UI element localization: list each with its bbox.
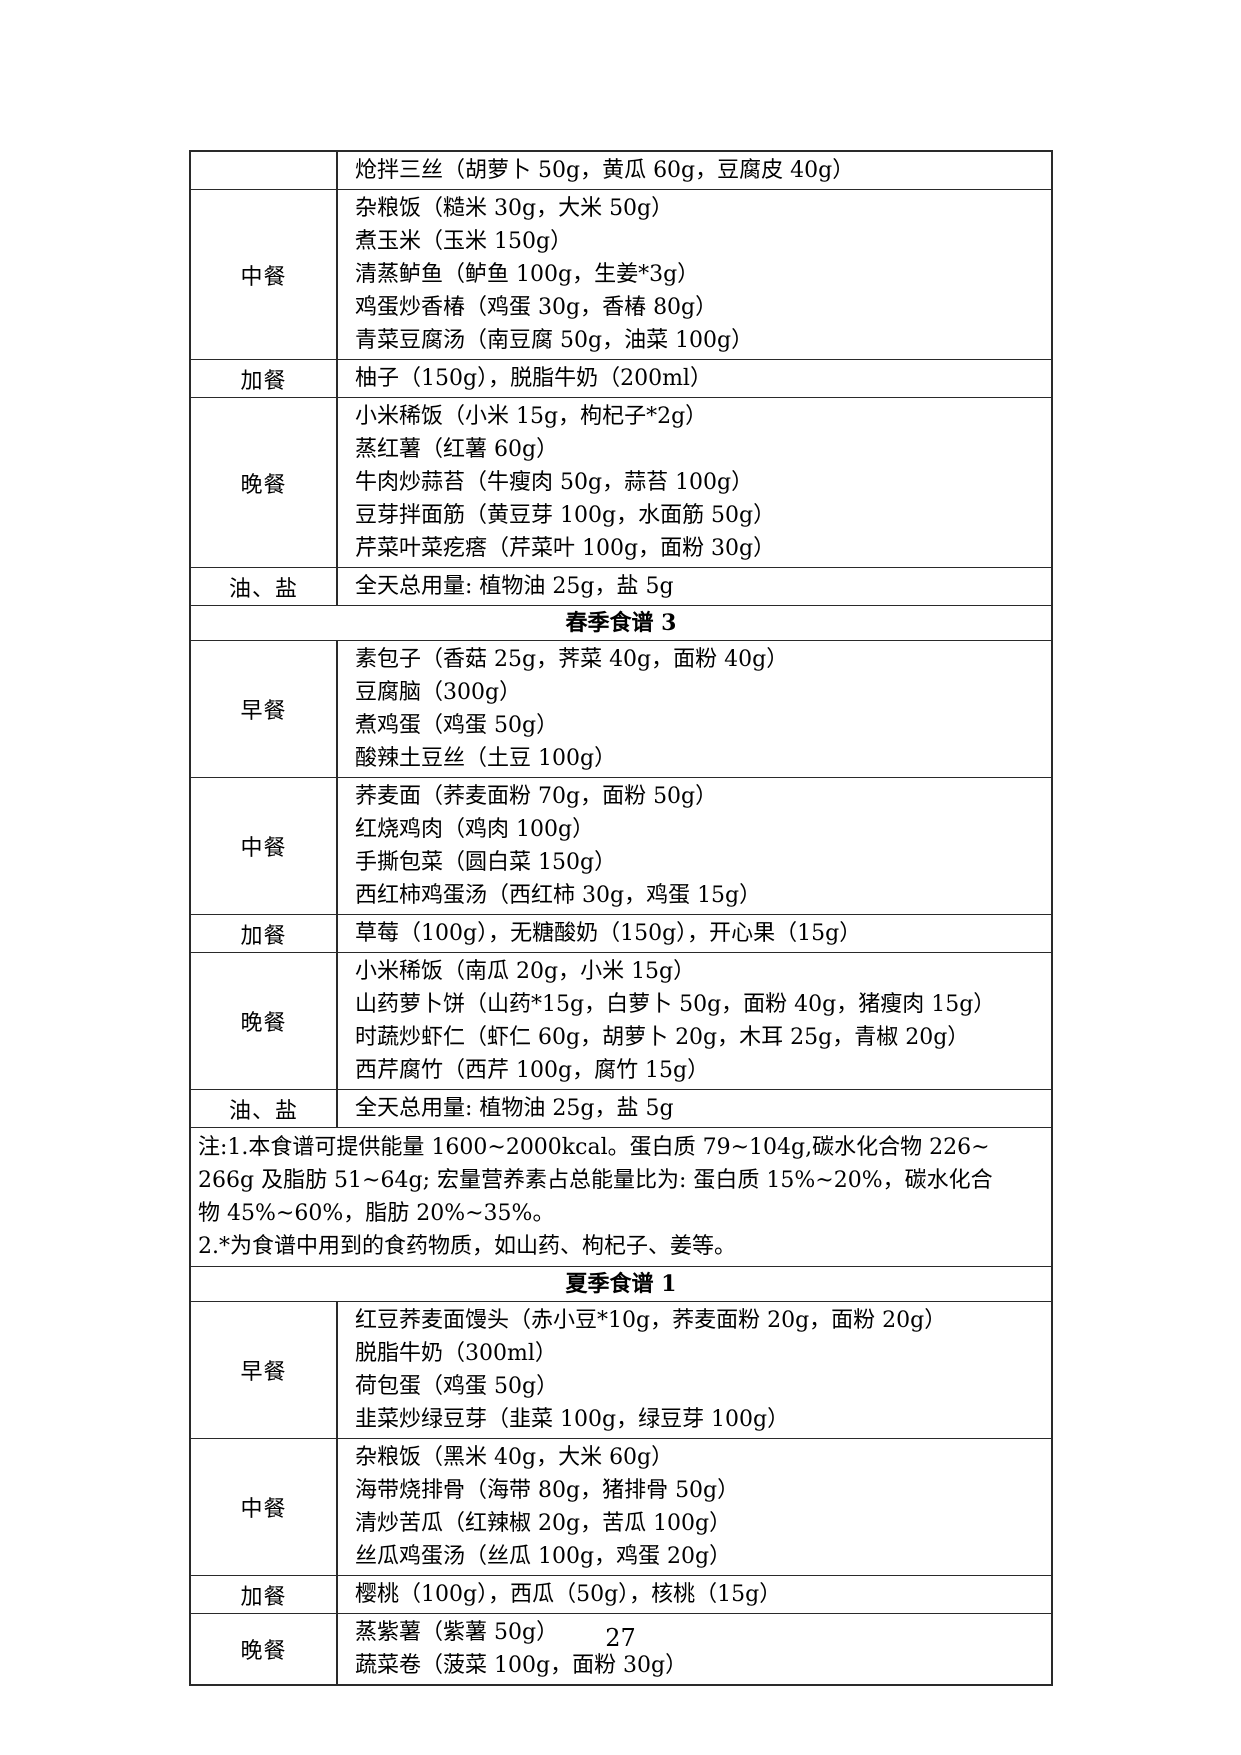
meal-label: 加餐 [189,359,338,398]
dish-item: 红豆荞麦面馒头（赤小豆*10g，荞麦面粉 20g，面粉 20g） [355,1308,947,1333]
table-row: 中餐 杂粮饭（黑米 40g，大米 60g） 海带烧排骨（海带 80g，猪排骨 50g… [189,1438,1053,1576]
meal-label: 早餐 [189,1301,338,1439]
meal-label [189,150,338,190]
table-row: 炝拌三丝（胡萝卜 50g，黄瓜 60g，豆腐皮 40g） [189,150,1053,190]
meal-label: 油、盐 [189,567,338,606]
dishes-cell: 炝拌三丝（胡萝卜 50g，黄瓜 60g，豆腐皮 40g） [336,150,1053,190]
dish-item: 小米稀饭（南瓜 20g，小米 15g） [355,959,696,984]
meal-label: 晚餐 [189,397,338,568]
dishes-cell: 小米稀饭（小米 15g，枸杞子*2g） 蒸红薯（红薯 60g） 牛肉炒蒜苔（牛瘦肉 … [336,397,1053,568]
dishes-cell: 红豆荞麦面馒头（赤小豆*10g，荞麦面粉 20g，面粉 20g） 脱脂牛奶（300… [336,1301,1053,1439]
dishes-cell: 全天总用量: 植物油 25g，盐 5g [336,567,1053,606]
meal-label: 晚餐 [189,1613,338,1686]
meal-label: 油、盐 [189,1089,338,1128]
dish-item: 全天总用量: 植物油 25g，盐 5g [355,1096,674,1121]
menu-table: 炝拌三丝（胡萝卜 50g，黄瓜 60g，豆腐皮 40g） 中餐 杂粮饭（糙米 30g… [189,150,1053,1686]
dishes-cell: 柚子（150g），脱脂牛奶（200ml） [336,359,1053,398]
dish-item: 荷包蛋（鸡蛋 50g） [355,1374,559,1399]
dish-item: 海带烧排骨（海带 80g，猪排骨 50g） [355,1478,740,1503]
dish-item: 素包子（香菇 25g，荠菜 40g，面粉 40g） [355,647,789,672]
dish-item: 草莓（100g），无糖酸奶（150g），开心果（15g） [355,921,862,946]
dishes-cell: 杂粮饭（黑米 40g，大米 60g） 海带烧排骨（海带 80g，猪排骨 50g） 清… [336,1438,1053,1576]
dish-item: 西芹腐竹（西芹 100g，腐竹 15g） [355,1058,710,1083]
table-row: 油、盐 全天总用量: 植物油 25g，盐 5g [189,1089,1053,1128]
dishes-cell: 蒸紫薯（紫薯 50g） 蔬菜卷（菠菜 100g，面粉 30g） [336,1613,1053,1686]
dishes-cell: 草莓（100g），无糖酸奶（150g），开心果（15g） [336,914,1053,953]
dish-item: 青菜豆腐汤（南豆腐 50g，油菜 100g） [355,328,754,353]
dish-item: 脱脂牛奶（300ml） [355,1341,557,1366]
table-row: 晚餐 小米稀饭（小米 15g，枸杞子*2g） 蒸红薯（红薯 60g） 牛肉炒蒜苔（牛瘦… [189,397,1053,568]
dish-item: 蒸红薯（红薯 60g） [355,437,559,462]
meal-label: 中餐 [189,1438,338,1576]
table-row: 加餐 樱桃（100g），西瓜（50g），核桃（15g） [189,1575,1053,1614]
meal-label: 早餐 [189,640,338,778]
meal-label: 中餐 [189,777,338,915]
meal-label: 中餐 [189,189,338,360]
section-title: 夏季食谱 1 [189,1266,1053,1302]
note-line: 物 45%~60%，脂肪 20%~35%。 [198,1201,555,1226]
dish-item: 豆腐脑（300g） [355,680,522,705]
meal-label: 加餐 [189,1575,338,1614]
dishes-cell: 素包子（香菇 25g，荠菜 40g，面粉 40g） 豆腐脑（300g） 煮鸡蛋（鸡蛋… [336,640,1053,778]
meal-label: 加餐 [189,914,338,953]
table-row: 晚餐 小米稀饭（南瓜 20g，小米 15g） 山药萝卜饼（山药*15g，白萝卜 50… [189,952,1053,1090]
table-row: 中餐 杂粮饭（糙米 30g，大米 50g） 煮玉米（玉米 150g） 清蒸鲈鱼（鲈鱼 … [189,189,1053,360]
table-row: 加餐 柚子（150g），脱脂牛奶（200ml） [189,359,1053,398]
dish-item: 酸辣土豆丝（土豆 100g） [355,746,617,771]
page-number: 27 [605,1624,636,1652]
section-title: 春季食谱 3 [189,605,1053,641]
dish-item: 牛肉炒蒜苔（牛瘦肉 50g，蒜苔 100g） [355,470,754,495]
dish-item: 蔬菜卷（菠菜 100g，面粉 30g） [355,1653,688,1678]
dish-item: 杂粮饭（黑米 40g，大米 60g） [355,1445,674,1470]
dish-item: 炝拌三丝（胡萝卜 50g，黄瓜 60g，豆腐皮 40g） [355,158,855,183]
dish-item: 樱桃（100g），西瓜（50g），核桃（15g） [355,1582,782,1607]
dish-item: 韭菜炒绿豆芽（韭菜 100g，绿豆芽 100g） [355,1407,790,1432]
dishes-cell: 樱桃（100g），西瓜（50g），核桃（15g） [336,1575,1053,1614]
dish-item: 煮鸡蛋（鸡蛋 50g） [355,713,559,738]
dishes-cell: 杂粮饭（糙米 30g，大米 50g） 煮玉米（玉米 150g） 清蒸鲈鱼（鲈鱼 10… [336,189,1053,360]
table-row: 晚餐 蒸紫薯（紫薯 50g） 蔬菜卷（菠菜 100g，面粉 30g） [189,1613,1053,1686]
dish-item: 芹菜叶菜疙瘩（芹菜叶 100g，面粉 30g） [355,536,776,561]
dishes-cell: 小米稀饭（南瓜 20g，小米 15g） 山药萝卜饼（山药*15g，白萝卜 50g，… [336,952,1053,1090]
note-line: 注:1.本食谱可提供能量 1600~2000kcal。蛋白质 79~104g,碳… [198,1135,990,1160]
meal-label: 晚餐 [189,952,338,1090]
dish-item: 蒸紫薯（紫薯 50g） [355,1620,559,1645]
dish-item: 西红柿鸡蛋汤（西红柿 30g，鸡蛋 15g） [355,883,762,908]
table-row: 油、盐 全天总用量: 植物油 25g，盐 5g [189,567,1053,606]
note-line: 2.*为食谱中用到的食药物质，如山药、枸杞子、姜等。 [198,1234,736,1259]
note-row: 注:1.本食谱可提供能量 1600~2000kcal。蛋白质 79~104g,碳… [189,1127,1053,1267]
section-header-row: 夏季食谱 1 [189,1266,1053,1302]
table-row: 中餐 荞麦面（荞麦面粉 70g，面粉 50g） 红烧鸡肉（鸡肉 100g） 手撕包菜（… [189,777,1053,915]
dish-item: 清炒苦瓜（红辣椒 20g，苦瓜 100g） [355,1511,732,1536]
dish-item: 全天总用量: 植物油 25g，盐 5g [355,574,674,599]
dish-item: 时蔬炒虾仁（虾仁 60g，胡萝卜 20g，木耳 25g，青椒 20g） [355,1025,970,1050]
dish-item: 杂粮饭（糙米 30g，大米 50g） [355,196,674,221]
dish-item: 荞麦面（荞麦面粉 70g，面粉 50g） [355,784,718,809]
menu-table-container: 炝拌三丝（胡萝卜 50g，黄瓜 60g，豆腐皮 40g） 中餐 杂粮饭（糙米 30g… [189,150,1053,1686]
dish-item: 豆芽拌面筋（黄豆芽 100g，水面筋 50g） [355,503,776,528]
dish-item: 丝瓜鸡蛋汤（丝瓜 100g，鸡蛋 20g） [355,1544,732,1569]
note: 注:1.本食谱可提供能量 1600~2000kcal。蛋白质 79~104g,碳… [189,1127,1053,1267]
note-line: 266g 及脂肪 51~64g; 宏量营养素占总能量比为: 蛋白质 15%~20… [198,1168,993,1193]
dish-item: 手撕包菜（圆白菜 150g） [355,850,617,875]
dish-item: 煮玉米（玉米 150g） [355,229,573,254]
dish-item: 柚子（150g），脱脂牛奶（200ml） [355,366,712,391]
menu-table-body: 炝拌三丝（胡萝卜 50g，黄瓜 60g，豆腐皮 40g） 中餐 杂粮饭（糙米 30g… [189,150,1053,1686]
dish-item: 小米稀饭（小米 15g，枸杞子*2g） [355,404,708,429]
table-row: 早餐 素包子（香菇 25g，荠菜 40g，面粉 40g） 豆腐脑（300g） 煮鸡蛋（… [189,640,1053,778]
dish-item: 山药萝卜饼（山药*15g，白萝卜 50g，面粉 40g，猪瘦肉 15g） [355,992,996,1017]
table-row: 早餐 红豆荞麦面馒头（赤小豆*10g，荞麦面粉 20g，面粉 20g） 脱脂牛奶（3… [189,1301,1053,1439]
dish-item: 红烧鸡肉（鸡肉 100g） [355,817,595,842]
table-row: 加餐 草莓（100g），无糖酸奶（150g），开心果（15g） [189,914,1053,953]
dish-item: 清蒸鲈鱼（鲈鱼 100g，生姜*3g） [355,262,700,287]
section-header-row: 春季食谱 3 [189,605,1053,641]
dish-item: 鸡蛋炒香椿（鸡蛋 30g，香椿 80g） [355,295,718,320]
dishes-cell: 荞麦面（荞麦面粉 70g，面粉 50g） 红烧鸡肉（鸡肉 100g） 手撕包菜（圆白… [336,777,1053,915]
dishes-cell: 全天总用量: 植物油 25g，盐 5g [336,1089,1053,1128]
